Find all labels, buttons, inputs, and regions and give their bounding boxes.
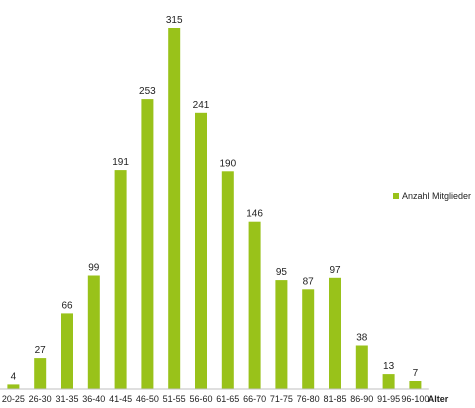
- x-tick-label-96-100: 96-100: [401, 394, 429, 404]
- bar-31-35: [61, 313, 73, 389]
- bar-36-40: [87, 275, 100, 389]
- x-tick-labels-group: 20-25 26-30 31-35 36-40 41-45 46-50 51-55 56-60…: [2, 394, 430, 404]
- data-label-41-45: 191: [112, 157, 129, 168]
- data-label-26-30: 27: [35, 345, 47, 356]
- bar-51-55: [168, 28, 181, 389]
- data-label-51-55: 315: [166, 15, 183, 26]
- data-labels-group: 4 27 66 99 191 253 315 241 190 146 95 87 97 38 13 7: [11, 15, 419, 382]
- data-label-56-60: 241: [193, 100, 210, 111]
- data-label-76-80: 87: [303, 276, 315, 287]
- data-label-36-40: 99: [88, 263, 100, 274]
- data-label-46-50: 253: [139, 86, 156, 97]
- data-label-91-95: 13: [383, 361, 395, 372]
- data-label-81-85: 97: [329, 265, 341, 276]
- bar-61-65: [221, 171, 234, 389]
- x-tick-label-20-25: 20-25: [2, 394, 25, 404]
- legend-label: Anzahl Mitglieder: [402, 191, 471, 201]
- x-tick-label-51-55: 51-55: [163, 394, 186, 404]
- bar-41-45: [114, 170, 127, 389]
- data-label-86-90: 38: [356, 333, 368, 344]
- x-tick-label-41-45: 41-45: [109, 394, 132, 404]
- x-tick-label-91-95: 91-95: [377, 394, 400, 404]
- x-tick-label-71-75: 71-75: [270, 394, 293, 404]
- bars-group: [7, 28, 422, 390]
- x-tick-label-76-80: 76-80: [297, 394, 320, 404]
- bar-96-100: [409, 381, 422, 389]
- data-label-31-35: 66: [61, 300, 73, 311]
- x-tick-label-66-70: 66-70: [243, 394, 266, 404]
- legend: Anzahl Mitglieder: [393, 191, 471, 201]
- data-label-20-25: 4: [11, 371, 17, 382]
- bar-46-50: [141, 99, 154, 389]
- x-tick-label-86-90: 86-90: [350, 394, 373, 404]
- legend-swatch: [393, 193, 399, 199]
- data-label-61-65: 190: [219, 158, 236, 169]
- bar-71-75: [275, 280, 288, 389]
- bar-66-70: [248, 221, 261, 389]
- x-tick-label-81-85: 81-85: [323, 394, 346, 404]
- x-axis-title: Alter: [428, 394, 449, 404]
- bar-81-85: [329, 277, 341, 389]
- data-label-66-70: 146: [246, 209, 263, 220]
- x-tick-label-56-60: 56-60: [189, 394, 212, 404]
- bar-76-80: [302, 289, 315, 389]
- x-tick-label-61-65: 61-65: [216, 394, 239, 404]
- bar-56-60: [195, 112, 207, 390]
- bar-20-25: [7, 384, 20, 389]
- data-label-71-75: 95: [276, 267, 288, 278]
- x-tick-label-26-30: 26-30: [29, 394, 52, 404]
- data-label-96-100: 7: [413, 368, 419, 379]
- x-tick-label-36-40: 36-40: [82, 394, 105, 404]
- x-tick-label-46-50: 46-50: [136, 394, 159, 404]
- bar-86-90: [355, 345, 368, 389]
- x-tick-label-31-35: 31-35: [55, 394, 78, 404]
- bar-91-95: [382, 374, 395, 389]
- bar-26-30: [34, 358, 47, 389]
